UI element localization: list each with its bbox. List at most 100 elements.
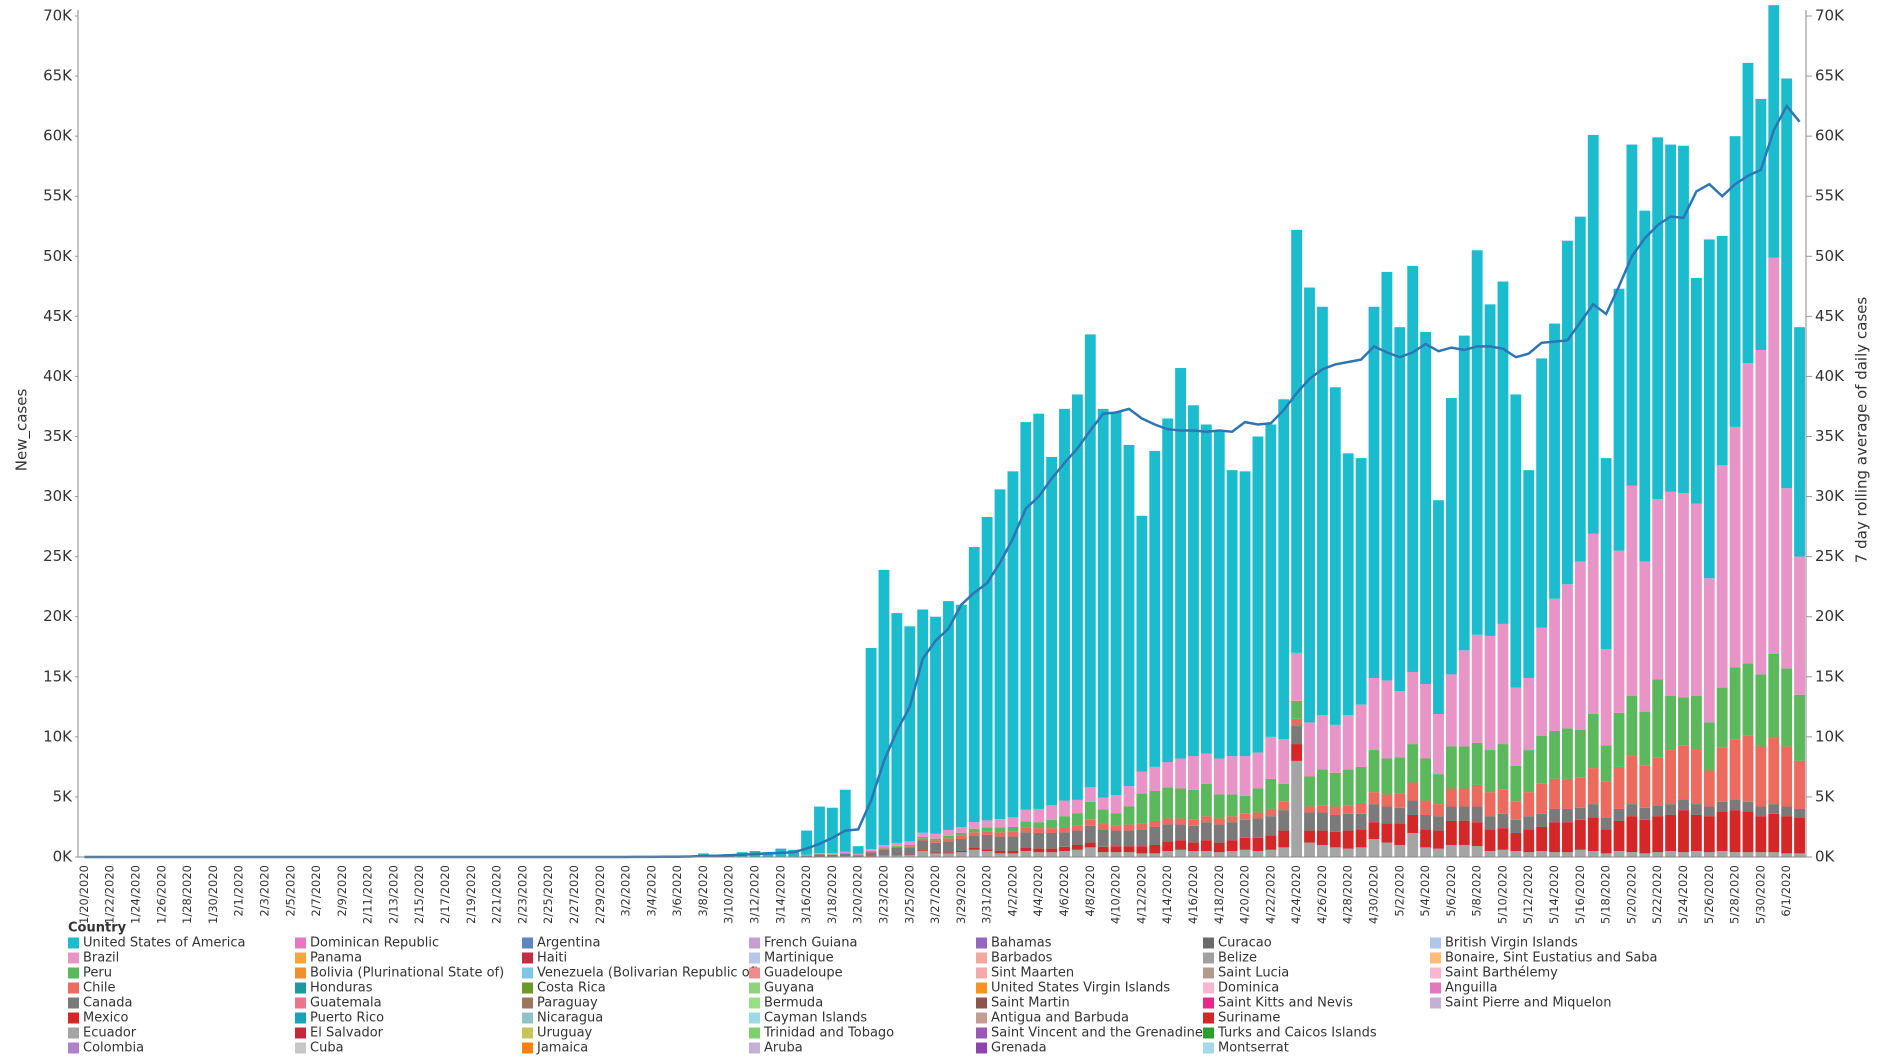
bar-segment <box>1265 424 1276 736</box>
legend-label: Uruguay <box>537 1026 593 1041</box>
x-tick-label: 3/14/2020 <box>773 865 787 924</box>
bar-segment <box>853 846 864 854</box>
bar-segment <box>1498 744 1509 790</box>
bar-segment <box>982 849 993 851</box>
bar-segment <box>982 828 993 832</box>
legend-label: Saint Pierre and Miquelon <box>1445 996 1611 1011</box>
bar-segment <box>1472 822 1483 846</box>
bar-segment <box>1704 239 1715 578</box>
bar-segment <box>1536 814 1547 827</box>
y-tick-label: 55K <box>43 187 73 205</box>
bar-segment <box>1472 635 1483 743</box>
legend-swatch <box>976 938 987 949</box>
bar-segment <box>1240 756 1251 796</box>
bar-segment <box>1162 819 1173 825</box>
bar-segment <box>1394 793 1405 807</box>
bar-segment <box>943 838 954 841</box>
x-tick-label: 2/25/2020 <box>541 865 555 924</box>
legend-swatch <box>522 983 533 994</box>
bar-segment <box>1691 696 1702 750</box>
bar-segment <box>1304 722 1315 776</box>
bar-segment <box>1717 811 1728 851</box>
bar-segment <box>1175 819 1186 825</box>
x-tick-label: 2/7/2020 <box>309 865 323 917</box>
bar-segment <box>982 517 993 820</box>
bar-segment <box>956 852 967 857</box>
bar-segment <box>1304 831 1315 843</box>
bar-segment <box>1369 804 1380 822</box>
legend-swatch <box>295 938 306 949</box>
bar-segment <box>1188 843 1199 851</box>
y-tick-label: 0K <box>53 848 74 866</box>
bar-segment <box>1291 719 1302 726</box>
bar-segment <box>995 832 1006 836</box>
bar-segment <box>1420 684 1431 758</box>
legend-swatch <box>68 998 79 1009</box>
bar-segment <box>930 617 941 834</box>
legend-label: Brazil <box>83 951 119 966</box>
legend-label: Puerto Rico <box>310 1011 384 1026</box>
y-tick-label: 25K <box>43 547 73 565</box>
bar-segment <box>1601 829 1612 853</box>
bar-segment <box>1304 843 1315 857</box>
bar-segment <box>866 852 877 856</box>
x-tick-label: 2/27/2020 <box>567 865 581 924</box>
legend-swatch <box>1430 983 1441 994</box>
bar-segment <box>1639 211 1650 562</box>
bar-segment <box>1343 769 1354 805</box>
bar-segment <box>930 853 941 857</box>
bar-segment <box>1008 837 1019 851</box>
bar-segment <box>1407 672 1418 744</box>
bar-segment <box>1665 815 1676 851</box>
legend-label: Barbados <box>991 951 1053 966</box>
bar-segment <box>1240 814 1251 820</box>
x-tick-label: 3/2/2020 <box>619 865 633 917</box>
bar-segment <box>1446 746 1457 788</box>
bar-segment <box>1227 840 1238 851</box>
y-tick-label: 30K <box>43 487 73 505</box>
legend-swatch <box>68 968 79 979</box>
bar-segment <box>1794 809 1805 817</box>
bar-segment <box>1562 822 1573 852</box>
bar-segment <box>1149 827 1160 845</box>
bar-segment <box>1369 839 1380 857</box>
bar-segment <box>1743 802 1754 812</box>
bar-segment <box>1033 414 1044 809</box>
legend-label: Honduras <box>310 981 373 996</box>
bar-segment <box>1407 783 1418 801</box>
bar-segment <box>1485 636 1496 750</box>
bar-segment <box>1498 790 1509 814</box>
bar-segment <box>1317 831 1328 845</box>
bar-segment <box>1794 557 1805 695</box>
y2-tick-label: 15K <box>1815 667 1845 685</box>
bar-segment <box>1575 561 1586 729</box>
bar-segment <box>1588 768 1599 804</box>
legend-label: Aruba <box>764 1041 803 1056</box>
bar-segment <box>1743 811 1754 852</box>
bar-segment <box>917 841 928 851</box>
bar-segment <box>840 853 851 854</box>
bar-segment <box>1639 561 1650 711</box>
x-tick-label: 4/2/2020 <box>1005 865 1019 917</box>
legend-label: British Virgin Islands <box>1445 936 1578 951</box>
bar-segment <box>1381 680 1392 758</box>
bar-segment <box>1652 757 1663 805</box>
bar-segment <box>891 848 902 855</box>
bar-segment <box>1755 350 1766 674</box>
bar-segment <box>1162 762 1173 787</box>
bar-segment <box>1768 654 1779 738</box>
bar-segment <box>1652 805 1663 816</box>
bar-segment <box>1369 307 1380 678</box>
bar-segment <box>853 855 864 856</box>
bar-segment <box>1356 803 1367 814</box>
bar-segment <box>1614 551 1625 713</box>
bar-segment <box>1626 852 1637 857</box>
bar-segment <box>1136 516 1147 772</box>
bar-segment <box>1575 217 1586 562</box>
bar-segment <box>1214 825 1225 843</box>
bar-segment <box>1253 752 1264 788</box>
bar-segment <box>1420 847 1431 857</box>
bar-segment <box>827 855 838 857</box>
x-tick-label: 2/11/2020 <box>361 865 375 924</box>
bar-segment <box>1549 822 1560 852</box>
